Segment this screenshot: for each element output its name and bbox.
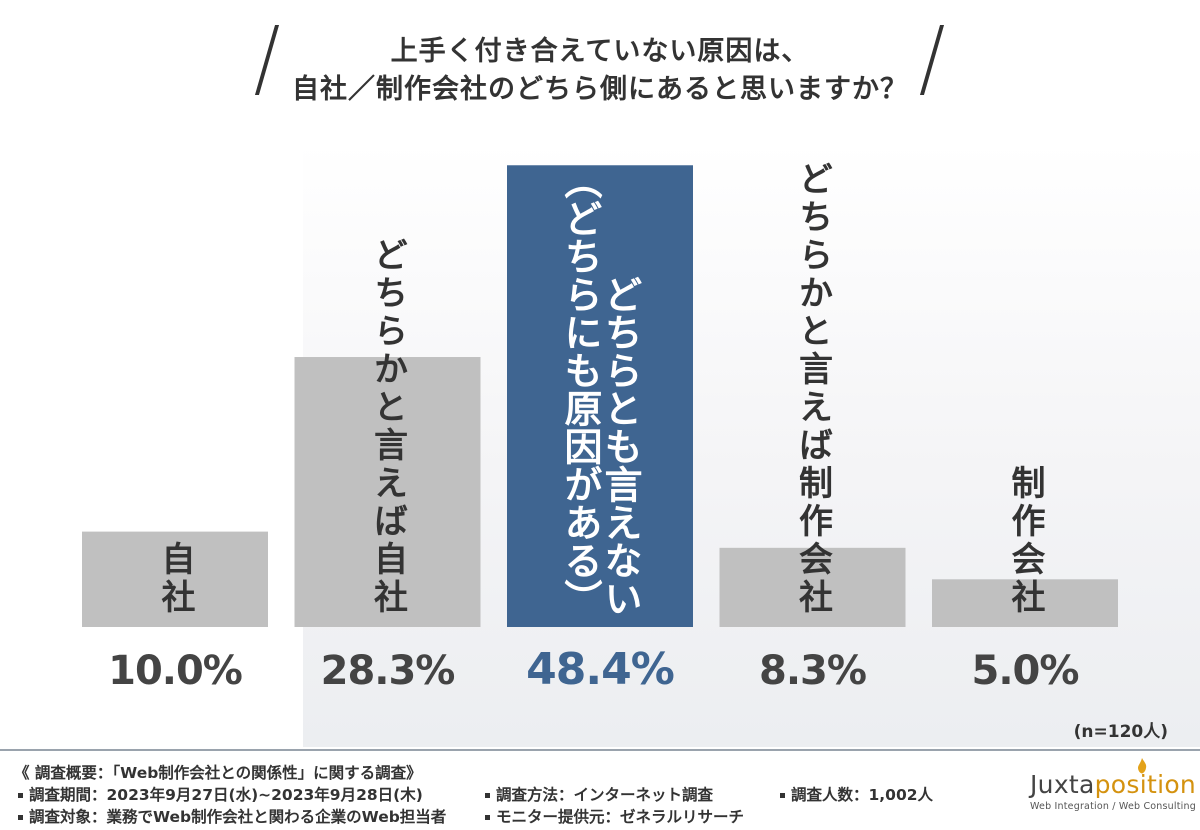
logo-word-main: Juxta [1030,770,1095,799]
survey-method-item: 調査方法：インターネット調査 [485,783,713,805]
bar-label-2-0: どちらとも言えない [598,275,642,617]
bar-3 [719,547,906,627]
survey-target-item: 調査対象：業務でWeb制作会社と関わる企業のWeb担当者 [18,805,446,827]
survey-monitor-item: モニター提供元：ゼネラルリサーチ [485,805,744,827]
bar-label-3: どちらかと言えば制作会社 [793,161,833,617]
survey-period: 調査期間：2023年9月27日(水)~2023年9月28日(木) [29,786,423,804]
bar-label-4: 制作会社 [1005,465,1045,617]
bullet-icon [18,815,23,820]
bullet-icon [485,793,490,798]
bar-label-1: どちらかと言えば自社 [368,237,408,617]
value-label-0: 10.0% [108,648,242,694]
value-label-4: 5.0% [972,648,1079,694]
bar-1 [294,357,481,627]
chart-title: 上手く付き合えていない原因は、 自社／制作会社のどちら側にあると思いますか？ [0,25,1200,105]
bullet-icon [18,793,23,798]
bar-0 [82,531,268,627]
footer-divider [0,749,1200,751]
title-line-2: 自社／制作会社のどちら側にあると思いますか？ [292,74,908,105]
bar-4 [932,579,1118,627]
value-label-2: 48.4% [526,644,674,695]
survey-method: 調査方法：インターネット調査 [496,786,714,804]
bar-label-0: 自社 [155,541,195,617]
survey-period-item: 調査期間：2023年9月27日(水)~2023年9月28日(木) [18,783,423,805]
flame-icon [1138,758,1147,774]
bar-label-2-1: （どちらにも原因がある） [558,161,602,617]
survey-count-item: 調査人数：1,002人 [780,783,933,805]
bar-chart: 自社 10.0% どちらかと言えば自社 28.3% どちらとも言えない（どちらにも原因が… [82,161,1118,695]
logo-wordmark: Juxtaposition [1030,770,1196,799]
survey-monitor: モニター提供元：ゼネラルリサーチ [496,808,745,826]
bar-2 [507,165,693,627]
survey-overview: 《 調査概要：「Web制作会社との関係性」に関する調査》 [14,764,422,782]
logo-tagline: Web Integration / Web Consulting [1030,801,1196,812]
survey-footer: 《 調査概要：「Web制作会社との関係性」に関する調査》 調査期間：2023年9… [0,749,1200,830]
value-label-1: 28.3% [321,648,455,694]
value-label-3: 8.3% [759,648,866,694]
juxtaposition-logo: Juxtaposition Web Integration / Web Cons… [1030,758,1196,812]
survey-target: 調査対象：業務でWeb制作会社と関わる企業のWeb担当者 [29,808,447,826]
logo-word-accent: position [1094,770,1197,799]
survey-count: 調査人数：1,002人 [791,786,934,804]
sample-size-note: (n=120人) [1073,722,1168,742]
title-line-1: 上手く付き合えていない原因は、 [390,36,810,67]
bullet-icon [780,793,785,798]
bullet-icon [485,815,490,820]
